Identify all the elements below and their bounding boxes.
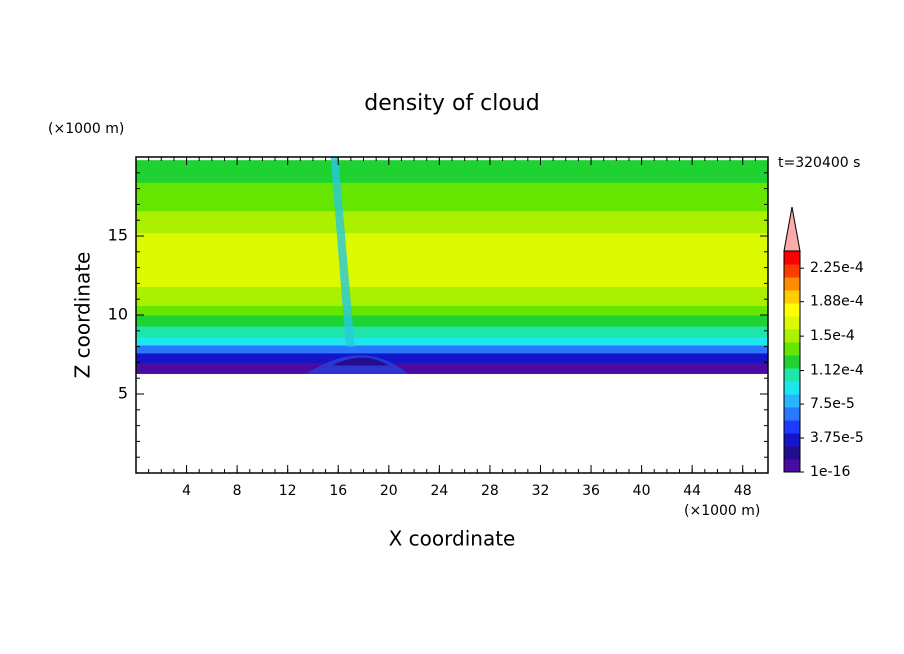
x-tick-label: 20: [380, 483, 398, 499]
x-tick-label: 24: [430, 483, 448, 499]
colorbar-tick-label: 1.5e-4: [810, 328, 855, 344]
time-label: t=320400 s: [778, 155, 860, 171]
y-axis-label: Z coordinate: [71, 252, 95, 379]
colorbar-swatch: [784, 303, 800, 317]
colorbar-swatch: [784, 290, 800, 304]
density-band: [136, 210, 768, 234]
colorbar-swatch: [784, 433, 800, 447]
x-tick-label: 36: [582, 483, 600, 499]
y-tick-label: 10: [108, 305, 128, 324]
x-tick-label: 44: [683, 483, 701, 499]
colorbar-tick-label: 3.75e-5: [810, 430, 864, 446]
density-band: [136, 352, 768, 363]
colorbar-swatch: [784, 368, 800, 382]
colorbar-swatch: [784, 264, 800, 278]
colorbar-tick-label: 1e-16: [810, 464, 850, 480]
colorbar-swatch: [784, 459, 800, 473]
colorbar-tick-label: 1.12e-4: [810, 363, 864, 379]
density-band: [136, 286, 768, 307]
colorbar-tick-label: 7.5e-5: [810, 396, 855, 412]
colorbar-tick-label: 2.25e-4: [810, 260, 864, 276]
x-tick-label: 40: [633, 483, 651, 499]
field: [136, 157, 768, 374]
density-band: [136, 345, 768, 354]
y-tick-label: 5: [118, 384, 128, 403]
x-axis-label: X coordinate: [389, 527, 516, 551]
colorbar-swatch: [784, 407, 800, 421]
x-tick-label: 8: [233, 483, 242, 499]
chart-title: density of cloud: [364, 91, 539, 116]
y-tick-label: 15: [108, 226, 128, 245]
colorbar-extend: [783, 206, 801, 252]
density-band: [136, 182, 768, 212]
colorbar-swatch: [784, 316, 800, 330]
axes: 4 8 12 16 20 24 28 32 36 40 44 48510151e-163.75e-57…: [108, 156, 864, 499]
colorbar-swatch: [784, 342, 800, 356]
colorbar-swatch: [784, 394, 800, 408]
density-band: [136, 337, 768, 346]
x-tick-label: 12: [279, 483, 297, 499]
x-unit: (×1000 m): [684, 503, 760, 519]
colorbar-swatch: [784, 355, 800, 369]
x-tick-label: 4: [182, 483, 191, 499]
ridge-feature: [331, 357, 389, 366]
colorbar-swatch: [784, 420, 800, 434]
density-band: [136, 326, 768, 338]
y-unit: (×1000 m): [48, 121, 124, 137]
colorbar-swatch: [784, 251, 800, 265]
plume-feature: [330, 157, 355, 347]
density-band: [136, 362, 768, 374]
x-tick-label: 28: [481, 483, 499, 499]
colorbar-swatch: [784, 381, 800, 395]
colorbar-swatch: [784, 446, 800, 460]
colorbar-tick-label: 1.88e-4: [810, 294, 864, 310]
colorbar-swatch: [784, 277, 800, 291]
x-tick-label: 32: [532, 483, 550, 499]
density-band: [136, 315, 768, 327]
density-band: [136, 232, 768, 288]
density-band: [136, 160, 768, 183]
colorbar-frame: [783, 250, 801, 473]
colorbar-swatch: [784, 329, 800, 343]
x-tick-label: 16: [329, 483, 347, 499]
x-tick-label: 48: [734, 483, 752, 499]
density-band: [136, 305, 768, 316]
